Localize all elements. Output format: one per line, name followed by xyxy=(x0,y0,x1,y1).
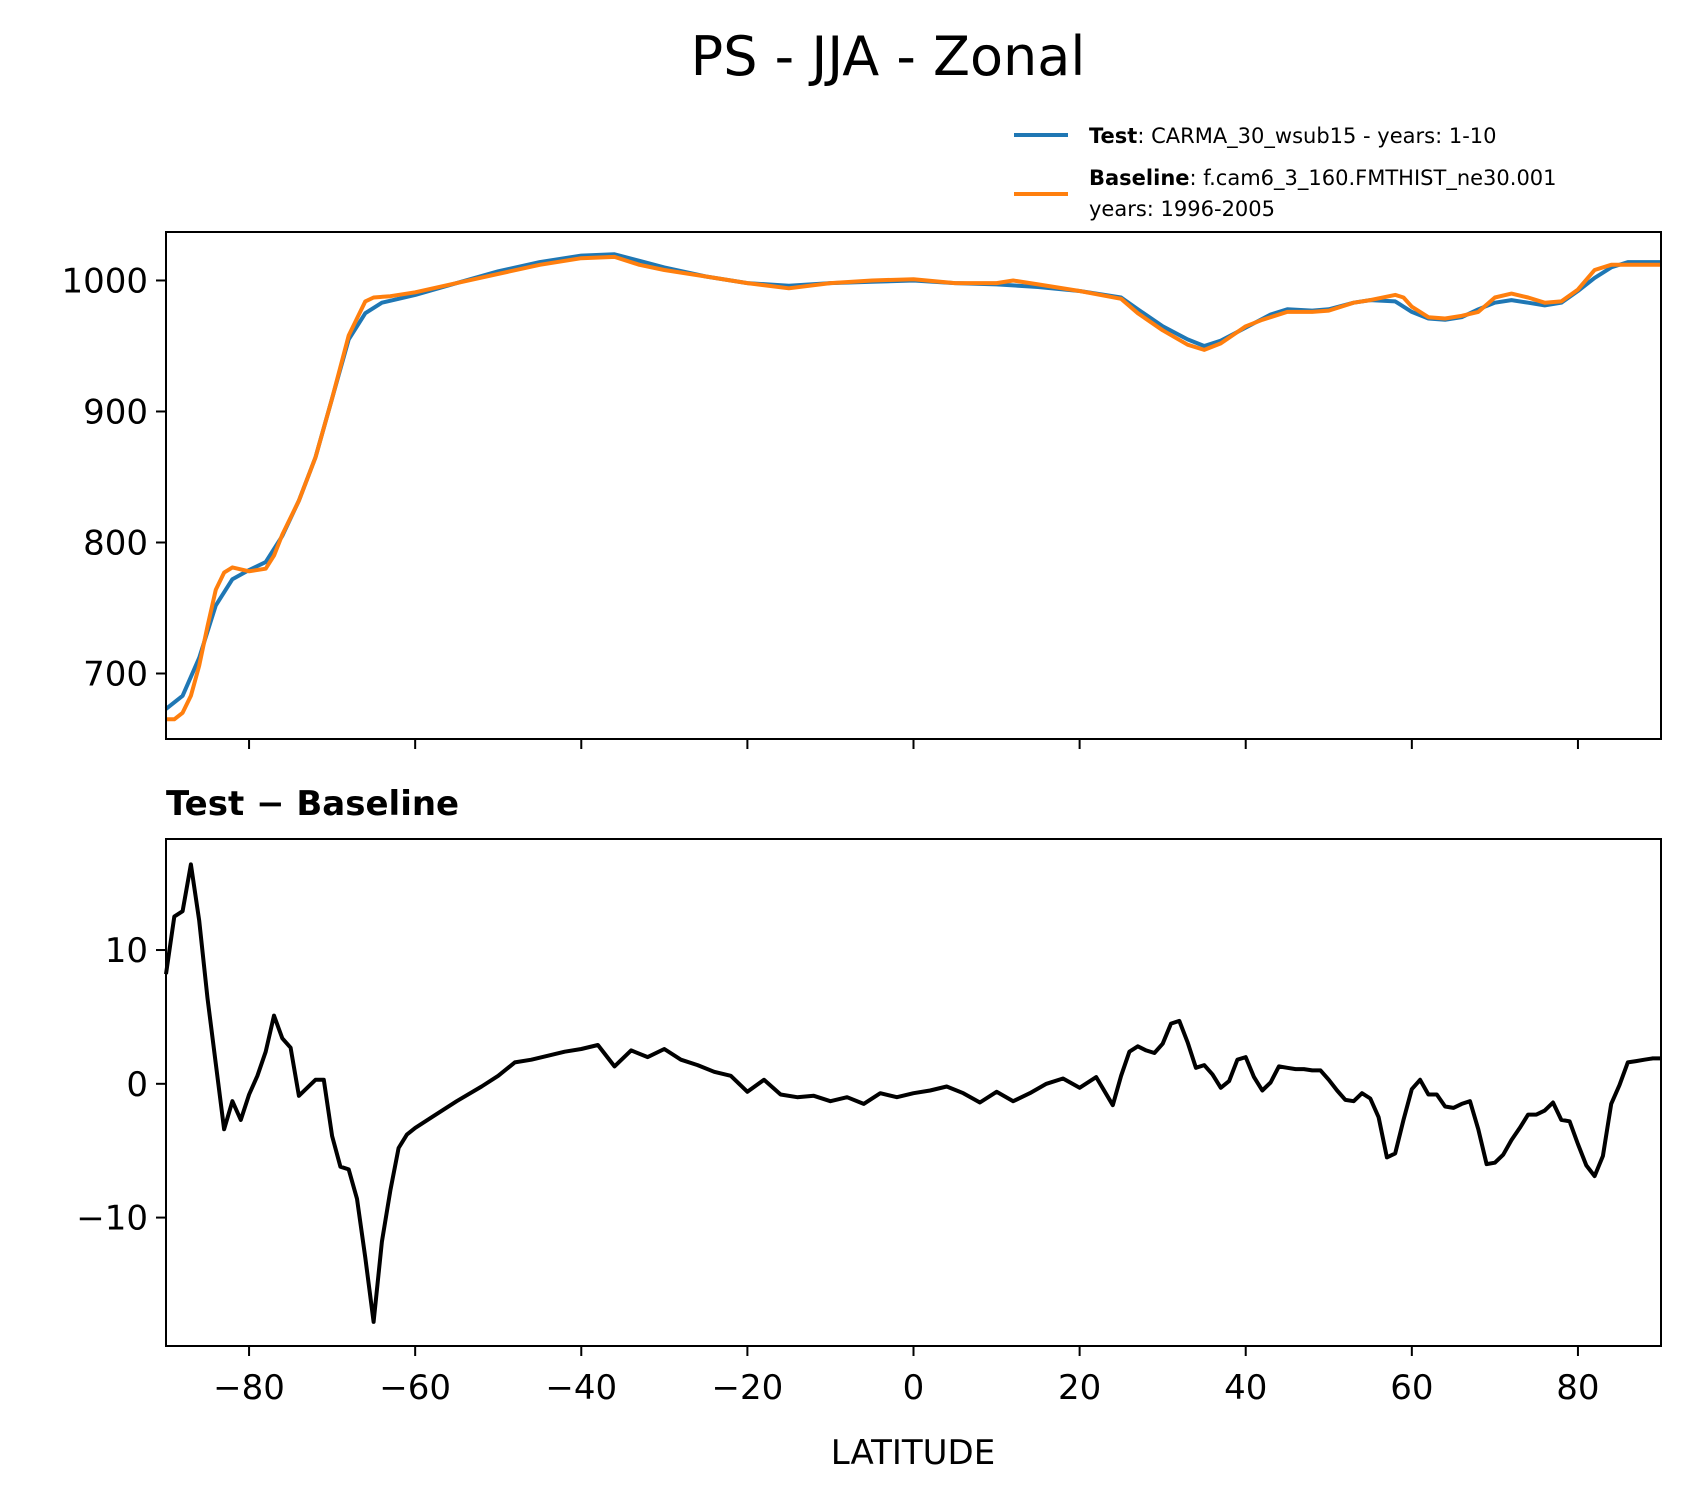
bottom-series-line-difference xyxy=(164,862,1661,1324)
bottom-ytick-label: 10 xyxy=(105,931,148,971)
top-ticks-group: 700 800 900 1000 xyxy=(61,261,1579,749)
top-panel: 700 800 900 1000 xyxy=(61,231,1662,749)
legend: Test: CARMA_30_wsub15 - years: 1-10 Base… xyxy=(1014,124,1557,221)
legend-label-baseline-line2: years: 1996-2005 xyxy=(1089,197,1275,221)
bottom-series-group xyxy=(164,862,1661,1324)
top-ytick-label: 700 xyxy=(83,654,148,694)
top-series-line-test xyxy=(164,252,1661,711)
legend-label-test: Test: CARMA_30_wsub15 - years: 1-10 xyxy=(1089,124,1497,149)
legend-label-baseline-bold: Baseline xyxy=(1089,166,1190,190)
diff-panel-title: Test − Baseline xyxy=(166,784,459,824)
top-series-line-baseline xyxy=(166,254,1661,722)
bottom-ticks-group: −80 −60 −40 −20 0 20 40 60 80 −10 0 10 xyxy=(76,931,1599,1408)
bottom-xtick-label: −20 xyxy=(712,1368,784,1408)
top-panel-frame xyxy=(165,231,1662,740)
top-ytick-label: 1000 xyxy=(61,261,148,301)
bottom-xtick-label: −60 xyxy=(379,1368,451,1408)
x-axis-label: LATITUDE xyxy=(831,1433,995,1473)
top-ytick-label: 900 xyxy=(83,392,148,432)
legend-label-baseline-rest: : f.cam6_3_160.FMTHIST_ne30.001 xyxy=(1190,166,1557,191)
bottom-xtick-label: 80 xyxy=(1556,1368,1599,1408)
bottom-panel: −80 −60 −40 −20 0 20 40 60 80 −10 0 10 xyxy=(76,838,1662,1408)
legend-label-test-rest: : CARMA_30_wsub15 - years: 1-10 xyxy=(1137,124,1496,149)
legend-label-test-bold: Test xyxy=(1089,124,1137,148)
bottom-xtick-label: −40 xyxy=(545,1368,617,1408)
bottom-xtick-label: 20 xyxy=(1058,1368,1101,1408)
legend-label-baseline: Baseline: f.cam6_3_160.FMTHIST_ne30.001 xyxy=(1089,166,1557,191)
top-ytick-label: 800 xyxy=(83,523,148,563)
bottom-xtick-label: 60 xyxy=(1390,1368,1433,1408)
figure-title: PS - JJA - Zonal xyxy=(691,25,1086,88)
bottom-xtick-label: 0 xyxy=(903,1368,925,1408)
bottom-ytick-label: 0 xyxy=(126,1065,148,1105)
bottom-xtick-label: 40 xyxy=(1224,1368,1267,1408)
bottom-ytick-label: −10 xyxy=(76,1199,148,1239)
bottom-xtick-label: −80 xyxy=(213,1368,285,1408)
top-series-group xyxy=(164,252,1661,722)
